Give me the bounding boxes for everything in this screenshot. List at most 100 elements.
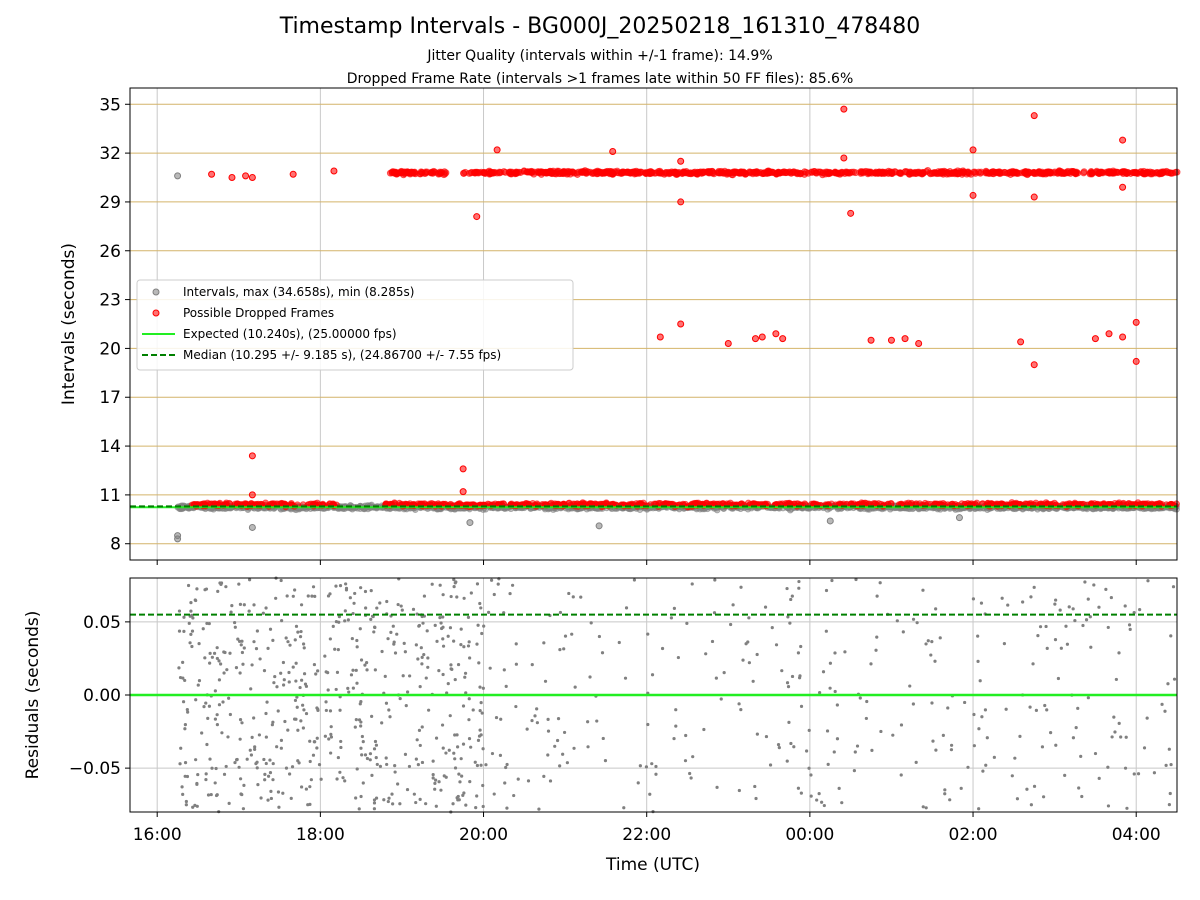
residual-point [780, 669, 784, 673]
residual-point [514, 642, 518, 646]
residual-point [747, 616, 751, 620]
residual-point [496, 582, 500, 586]
top-y-tick-label: 29 [99, 193, 121, 213]
residual-point [264, 711, 268, 716]
residual-point [361, 781, 365, 785]
residual-point [190, 644, 194, 649]
dropped-frame-point [393, 170, 401, 178]
residual-point [617, 640, 621, 645]
residual-point [323, 734, 327, 738]
residual-point [373, 625, 377, 630]
dropped-frame-point [442, 169, 450, 177]
dropped-frame-point [867, 336, 875, 344]
residual-point [817, 792, 821, 796]
residual-point [281, 791, 285, 795]
residual-point [336, 755, 340, 760]
residual-point [447, 748, 451, 752]
dropped-frame-point [751, 335, 759, 343]
residual-point [204, 701, 208, 705]
residual-point [298, 685, 302, 690]
residual-point [1028, 705, 1032, 709]
residual-point [786, 615, 790, 619]
residual-point [1029, 803, 1033, 807]
residual-point [179, 746, 183, 750]
residual-point [194, 758, 198, 762]
residual-point [254, 647, 259, 651]
top-reference-lines [130, 505, 1177, 509]
legend-marker-intervals [152, 288, 160, 296]
dropped-frame-point [1072, 170, 1080, 178]
residual-point [1166, 682, 1170, 686]
residual-point [328, 709, 333, 713]
residual-point [250, 663, 254, 667]
residual-point [312, 740, 316, 744]
residual-point [1167, 747, 1171, 751]
dropped-frame-point [1132, 318, 1140, 326]
residual-point [388, 715, 392, 719]
residual-point [1092, 583, 1096, 587]
dropped-frame-point [1086, 170, 1094, 178]
residual-point [370, 714, 374, 718]
residual-point [238, 671, 242, 675]
residual-point [293, 698, 298, 703]
residual-point [835, 703, 839, 707]
residual-point [865, 699, 869, 704]
residual-point [294, 624, 299, 628]
bottom-y-axis-label: Residuals (seconds) [23, 611, 43, 780]
residual-point [183, 727, 187, 731]
residual-point [475, 582, 480, 586]
residual-point [601, 736, 605, 741]
residual-point [296, 728, 300, 732]
dropped-frame-point [402, 168, 410, 176]
residual-point [395, 632, 399, 636]
dropped-frame-point [915, 340, 923, 348]
residual-point [825, 729, 830, 733]
residual-point [421, 621, 425, 625]
residual-point [499, 717, 503, 721]
residual-point [288, 772, 292, 776]
residual-point [357, 807, 361, 811]
residual-point [439, 788, 443, 792]
residual-point [475, 794, 479, 798]
residual-point [427, 708, 431, 712]
residual-point [747, 661, 751, 665]
residual-point [460, 774, 464, 778]
residual-point [337, 620, 341, 624]
residual-point [789, 597, 793, 602]
residual-point [785, 759, 789, 763]
residual-point [334, 584, 338, 588]
residual-point [934, 748, 938, 752]
residual-point [1058, 608, 1062, 612]
dropped-frame-point [642, 169, 650, 177]
top-y-tick-label: 11 [99, 486, 121, 506]
residual-point [464, 803, 468, 807]
residual-point [456, 794, 460, 799]
residual-point [798, 674, 802, 678]
residual-point [233, 620, 237, 625]
residual-point [452, 639, 456, 643]
residual-point [285, 594, 289, 598]
residual-point [378, 601, 382, 605]
residual-point [177, 629, 182, 633]
residual-point [348, 596, 352, 600]
dropped-frame-point [1119, 183, 1127, 191]
dropped-frame-point [779, 335, 787, 343]
dropped-frame-point [1018, 169, 1026, 177]
residual-point [281, 660, 286, 665]
residual-point [276, 709, 280, 713]
residual-point [636, 781, 640, 785]
residual-point [177, 666, 181, 670]
residual-point [459, 627, 463, 631]
dropped-frame-point [248, 174, 256, 182]
residual-point [833, 651, 837, 655]
residual-point [1097, 776, 1101, 780]
residual-point [314, 672, 318, 676]
residual-point [1171, 585, 1176, 589]
residual-point [479, 733, 483, 737]
dropped-frame-point [493, 146, 501, 154]
residual-point [263, 772, 267, 777]
residual-point [411, 607, 416, 611]
residual-point [363, 589, 368, 594]
dropped-frame-point [919, 169, 927, 177]
residual-point [690, 582, 694, 586]
